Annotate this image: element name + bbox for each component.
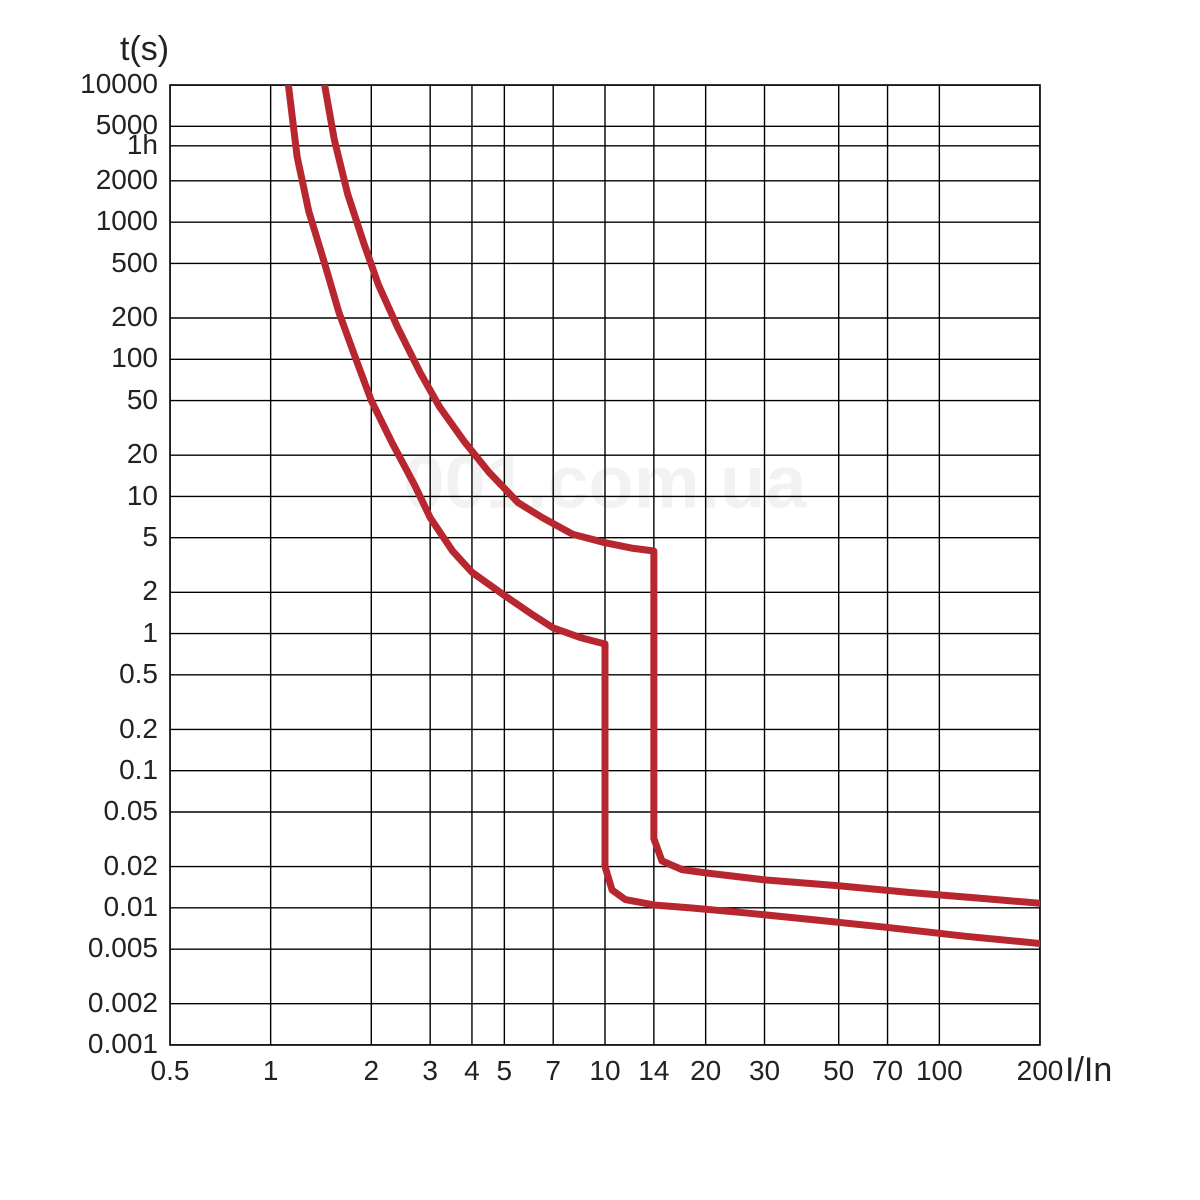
y-tick-label: 0.5	[119, 658, 158, 690]
y-tick-label: 1000	[96, 205, 158, 237]
y-tick-label: 5	[142, 521, 158, 553]
x-tick-label: 1	[246, 1055, 296, 1087]
x-tick-label: 20	[681, 1055, 731, 1087]
y-tick-label: 50	[127, 384, 158, 416]
y-tick-label: 0.02	[104, 850, 159, 882]
y-tick-label: 10	[127, 480, 158, 512]
x-tick-label: 7	[528, 1055, 578, 1087]
y-tick-label: 200	[111, 301, 158, 333]
trip-curve-chart: 001.com.ua	[0, 0, 1200, 1200]
x-tick-label: 2	[346, 1055, 396, 1087]
y-tick-label: 1h	[127, 129, 158, 161]
y-tick-label: 0.1	[119, 754, 158, 786]
x-tick-label: 5	[479, 1055, 529, 1087]
y-tick-label: 0.2	[119, 713, 158, 745]
x-tick-label: 200	[1015, 1055, 1065, 1087]
y-tick-label: 1	[142, 617, 158, 649]
y-tick-label: 0.005	[88, 932, 158, 964]
x-tick-label: 14	[629, 1055, 679, 1087]
x-tick-label: 70	[863, 1055, 913, 1087]
y-tick-label: 0.01	[104, 891, 159, 923]
x-tick-label: 0.5	[145, 1055, 195, 1087]
y-tick-label: 20	[127, 438, 158, 470]
y-tick-label: 10000	[80, 68, 158, 100]
y-tick-label: 100	[111, 342, 158, 374]
y-tick-label: 0.002	[88, 987, 158, 1019]
x-tick-label: 30	[740, 1055, 790, 1087]
x-axis-title: I/In	[1065, 1051, 1112, 1090]
x-tick-label: 100	[914, 1055, 964, 1087]
y-tick-label: 2000	[96, 164, 158, 196]
y-tick-label: 2	[142, 575, 158, 607]
y-axis-title: t(s)	[120, 30, 169, 69]
y-tick-label: 0.05	[104, 795, 159, 827]
y-tick-label: 500	[111, 247, 158, 279]
x-tick-label: 10	[580, 1055, 630, 1087]
x-tick-label: 50	[814, 1055, 864, 1087]
